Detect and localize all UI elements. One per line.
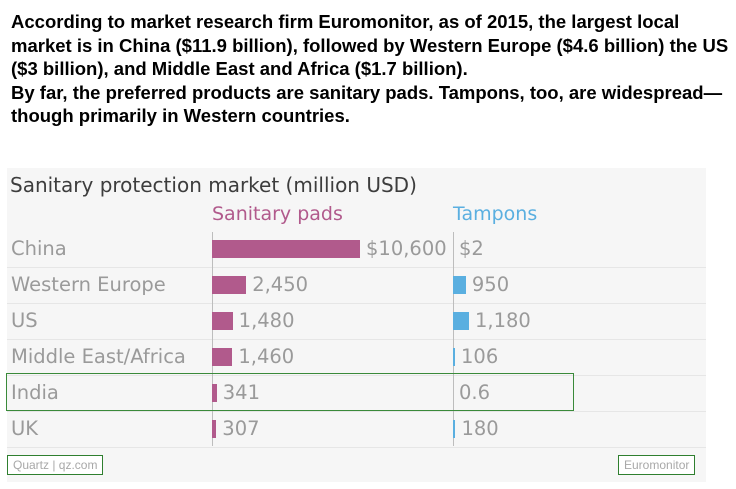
- category-label-western-europe: Western Europe: [11, 273, 166, 296]
- value-pads-us: 1,480: [238, 309, 295, 332]
- axis-line-tampons: [453, 232, 454, 446]
- gridline: [7, 339, 706, 340]
- value-pads-china: $10,600: [366, 237, 447, 260]
- category-label-india: India: [11, 381, 59, 404]
- caption-paragraph-2: By far, the preferred products are sanit…: [11, 81, 723, 127]
- series-header-tampons: Tampons: [453, 203, 538, 225]
- bar-tampons-uk: [453, 420, 456, 438]
- series-header-pads: Sanitary pads: [212, 203, 343, 225]
- gridline: [7, 267, 706, 268]
- bar-pads-uk: [212, 420, 217, 438]
- bar-pads-us: [212, 312, 233, 330]
- caption: According to market research firm Euromo…: [11, 10, 731, 128]
- value-tampons-china: $2: [459, 237, 484, 260]
- gridline: [7, 447, 706, 448]
- chart-title: Sanitary protection market (million USD): [10, 173, 417, 197]
- gridline: [7, 375, 706, 376]
- value-tampons-us: 1,180: [475, 309, 531, 332]
- category-label-uk: UK: [11, 417, 39, 440]
- bar-pads-western-europe: [212, 276, 247, 294]
- bar-tampons-middle-east-africa: [453, 348, 455, 366]
- source-credit-euromonitor: Euromonitor: [618, 455, 696, 475]
- value-pads-uk: 307: [222, 417, 260, 440]
- chart-panel: [7, 168, 706, 482]
- value-pads-india: 341: [222, 381, 260, 404]
- value-pads-western-europe: 2,450: [252, 273, 309, 296]
- axis-line-pads: [212, 232, 213, 446]
- category-label-us: US: [11, 309, 38, 332]
- bar-tampons-us: [453, 312, 469, 330]
- category-label-china: China: [11, 237, 67, 260]
- value-tampons-india: 0.6: [459, 381, 491, 404]
- value-tampons-western-europe: 950: [471, 273, 510, 296]
- source-credit-quartz: Quartz | qz.com: [7, 455, 104, 475]
- category-label-middle-east-africa: Middle East/Africa: [11, 345, 186, 368]
- bar-pads-middle-east-africa: [212, 348, 233, 366]
- bar-tampons-western-europe: [453, 276, 466, 294]
- value-tampons-uk: 180: [461, 417, 499, 440]
- gridline: [7, 411, 706, 412]
- value-tampons-middle-east-africa: 106: [461, 345, 499, 368]
- gridline: [7, 303, 706, 304]
- bar-pads-india: [212, 384, 217, 402]
- value-pads-middle-east-africa: 1,460: [238, 345, 295, 368]
- bar-pads-china: [212, 240, 360, 258]
- highlight-box-india: [6, 373, 574, 411]
- caption-paragraph-1: According to market research firm Euromo…: [11, 11, 729, 79]
